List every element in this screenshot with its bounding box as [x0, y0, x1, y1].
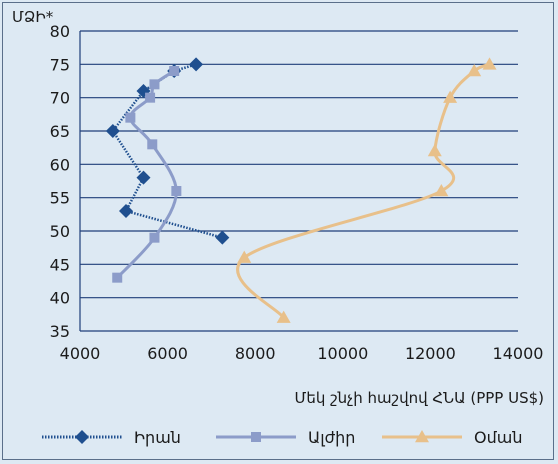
data-point — [427, 144, 442, 157]
data-point — [145, 92, 156, 103]
data-point — [443, 90, 458, 103]
data-point — [434, 184, 449, 197]
series-square — [112, 66, 182, 283]
data-point — [467, 64, 482, 77]
data-point — [482, 57, 497, 70]
legend-marker — [415, 430, 429, 443]
y-tick-label: 65 — [50, 122, 70, 141]
y-axis-label: ՄՁԻ* — [12, 8, 54, 26]
series-triangle — [236, 57, 497, 323]
legend-item: Օման — [382, 428, 522, 447]
y-tick-label: 55 — [50, 189, 70, 208]
data-point — [149, 232, 160, 243]
legend-marker — [75, 430, 89, 444]
data-point — [105, 124, 120, 138]
data-point — [147, 139, 158, 150]
y-tick-label: 80 — [50, 22, 70, 41]
x-tick-label: 4000 — [60, 344, 101, 363]
data-point — [215, 230, 230, 245]
legend-marker — [251, 432, 261, 442]
x-tick-label: 14000 — [493, 344, 544, 363]
series-layer — [105, 57, 497, 323]
x-tick-label: 8000 — [235, 344, 276, 363]
data-point — [189, 57, 204, 72]
y-tick-labels: 35 40 45 50 55 60 65 70 75 80 — [50, 22, 70, 341]
y-tick-label: 75 — [50, 55, 70, 74]
legend: Իրան Ալժիր Օման — [42, 428, 522, 447]
legend-label: Ալժիր — [308, 428, 355, 447]
data-point — [112, 272, 123, 283]
data-point — [276, 310, 291, 323]
x-tick-label: 12000 — [405, 344, 456, 363]
data-point — [169, 66, 180, 76]
data-point — [136, 170, 151, 185]
x-tick-labels: 4000 6000 8000 10000 12000 14000 — [60, 344, 544, 363]
legend-item: Ալժիր — [216, 428, 355, 447]
x-axis-label: Մեկ շնչի հաշվով ՀՆԱ (PPP US$) — [295, 389, 544, 407]
y-tick-label: 40 — [50, 289, 70, 308]
y-tick-label: 70 — [50, 89, 70, 108]
legend-item: Իրան — [42, 428, 181, 447]
chart-frame — [2, 2, 554, 460]
x-tick-label: 10000 — [317, 344, 368, 363]
y-tick-label: 50 — [50, 222, 70, 241]
data-point — [118, 204, 133, 218]
data-point — [125, 112, 136, 123]
data-point — [171, 186, 182, 196]
x-tick-label: 6000 — [147, 344, 188, 363]
y-tick-label: 35 — [50, 322, 70, 341]
data-point — [237, 250, 252, 263]
y-tick-label: 45 — [50, 255, 70, 274]
legend-label: Իրան — [134, 428, 181, 447]
legend-label: Օման — [474, 428, 522, 447]
y-tick-label: 60 — [50, 155, 70, 174]
data-point — [149, 79, 160, 90]
